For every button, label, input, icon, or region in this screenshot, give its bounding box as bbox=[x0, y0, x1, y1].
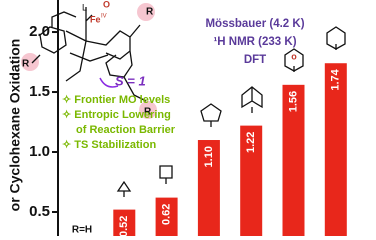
molecule-label: IV bbox=[101, 14, 107, 20]
bar bbox=[240, 125, 263, 236]
molecule-label: Fe bbox=[90, 14, 101, 24]
bullet: ✧ Entropic Lowering bbox=[62, 109, 171, 121]
heteroatom: o bbox=[291, 51, 297, 61]
value-label: 1.10 bbox=[203, 146, 215, 167]
value-label: 1.56 bbox=[287, 91, 299, 112]
y-tick-label: 1.0 bbox=[29, 143, 50, 160]
bar bbox=[155, 197, 178, 236]
bar bbox=[282, 84, 305, 236]
bar bbox=[197, 140, 220, 236]
bullet: of Reaction Barrier bbox=[76, 124, 176, 136]
method: Mössbauer (4.2 K) bbox=[205, 18, 304, 30]
value-label: 1.74 bbox=[330, 68, 342, 90]
molecule-label: R bbox=[144, 107, 152, 118]
molecule bbox=[21, 3, 157, 119]
substituent-icons bbox=[116, 26, 346, 197]
method: ¹H NMR (233 K) bbox=[213, 36, 296, 48]
molecule-label: R bbox=[22, 59, 30, 70]
x-tick-label: R=H bbox=[72, 225, 92, 236]
value-label: 0.62 bbox=[161, 204, 173, 225]
molecule-label: L bbox=[82, 2, 87, 12]
value-label: 0.52 bbox=[118, 216, 130, 236]
bar bbox=[113, 209, 136, 236]
molecule-label: R bbox=[146, 7, 154, 18]
method: DFT bbox=[244, 54, 266, 66]
spin-label: S = 1 bbox=[115, 73, 146, 88]
y-tick-label: 1.5 bbox=[29, 83, 50, 100]
y-axis-title: or Cyclohexane Oxidation bbox=[7, 39, 23, 212]
bullet: ✧ TS Stabilization bbox=[62, 139, 156, 151]
bar bbox=[324, 63, 347, 236]
bullet: ✧ Frontier MO levels bbox=[62, 94, 170, 106]
molecule-label: O bbox=[103, 0, 110, 9]
value-label: 1.22 bbox=[245, 132, 257, 153]
y-tick-label: 0.5 bbox=[29, 203, 50, 220]
y-tick-label: 2.0 bbox=[29, 23, 50, 40]
